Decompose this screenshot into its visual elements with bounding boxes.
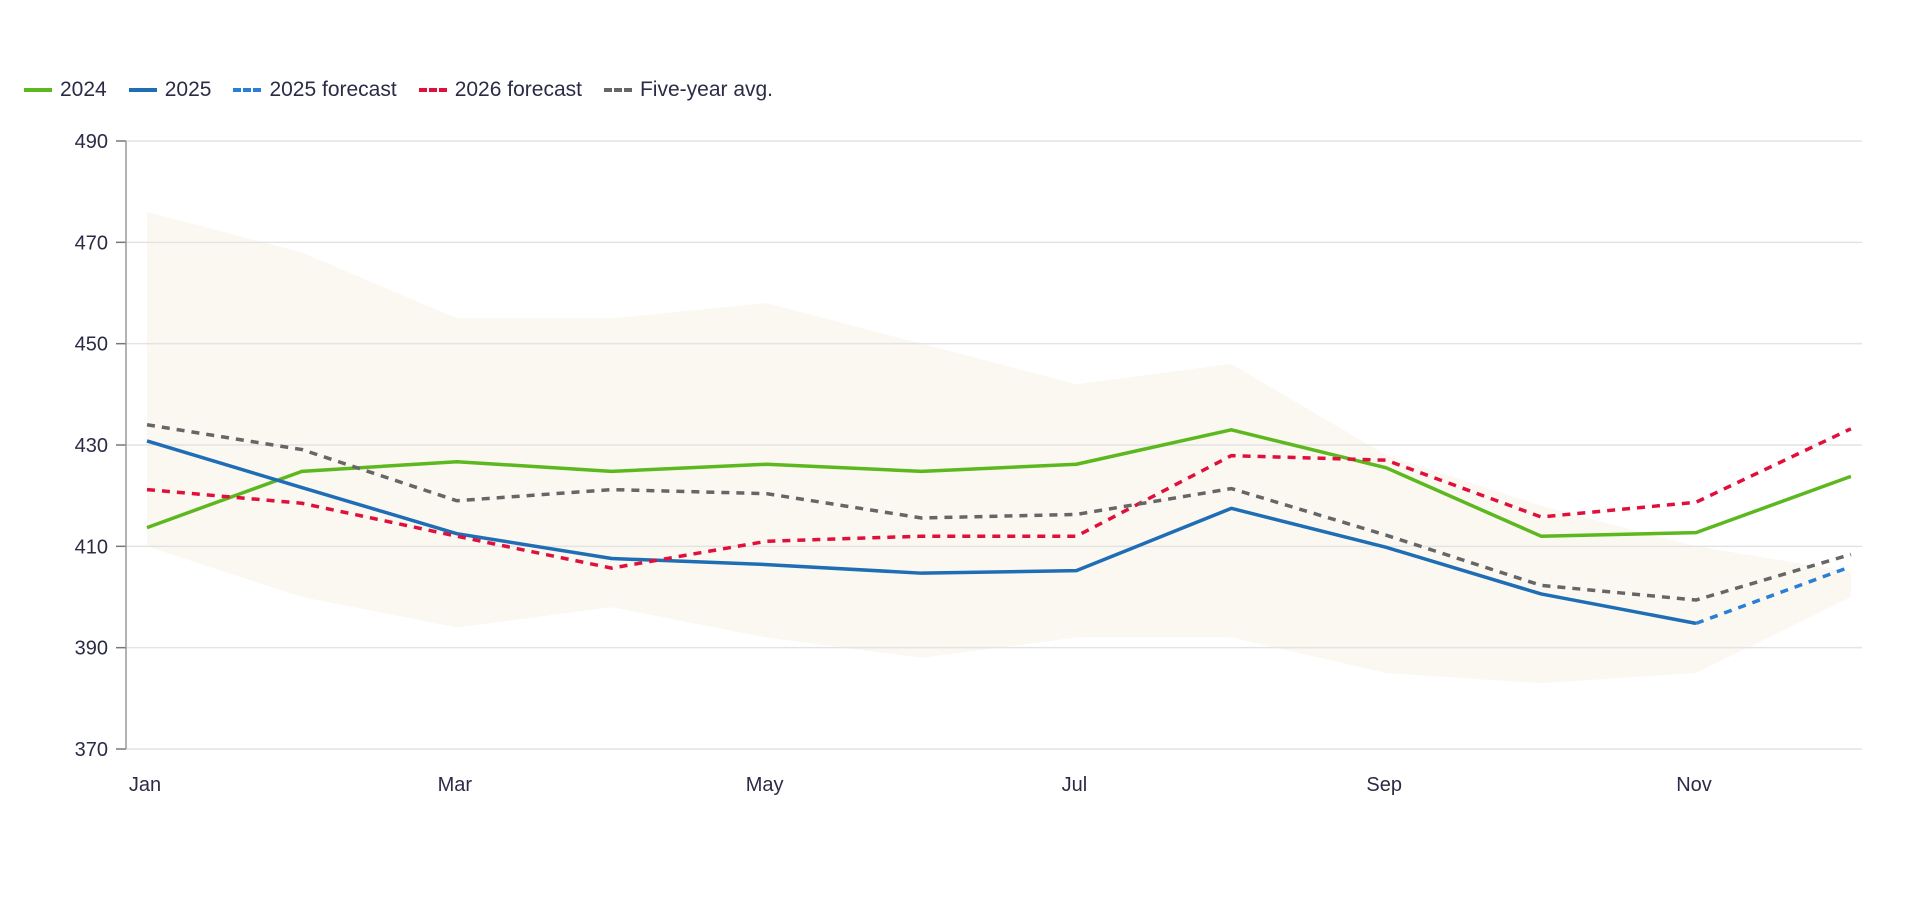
y-tick-label: 490 [75,131,108,153]
series-line-2024 [146,428,1852,538]
legend-item[interactable]: Five-year avg. [603,78,774,102]
series-line-2025 [146,439,1697,626]
legend-item[interactable]: 2025 [128,78,212,102]
y-tick-label: 470 [75,232,108,254]
range-band [147,211,1851,684]
legend-label: 2025 [164,78,212,101]
legend-swatch [128,88,157,92]
x-tick-label: Sep [1366,774,1402,796]
legend: 2024 2025 2025 forecast 2026 forecast Five-y… [24,78,773,102]
legend-swatch [603,88,632,92]
legend-item[interactable]: 2025 forecast [233,78,397,102]
y-tick-label: 450 [75,334,108,356]
legend-label: Five-year avg. [639,78,774,101]
y-tick-label: 410 [75,536,108,558]
y-tick-label: 430 [75,435,108,457]
series-line-five-year-avg [146,423,1852,602]
legend-swatch [24,88,52,92]
x-tick-label: Mar [438,774,473,796]
x-tick-label: Jul [1062,774,1088,796]
legend-item[interactable]: 2026 forecast [418,78,582,102]
y-tick-label: 370 [75,739,108,761]
legend-swatch [233,88,262,92]
x-tick-label: Jan [129,774,161,796]
y-tick-label: 390 [75,638,108,660]
series-line-2025-forecast [1695,564,1852,625]
legend-item[interactable]: 2024 [24,78,107,102]
x-tick-label: May [746,774,784,796]
legend-label: 2024 [60,78,107,101]
series-line-2026-forecast [146,427,1852,570]
legend-label: 2025 forecast [269,78,397,101]
x-tick-label: Nov [1676,774,1712,796]
legend-label: 2026 forecast [454,78,582,101]
legend-swatch [418,88,447,92]
